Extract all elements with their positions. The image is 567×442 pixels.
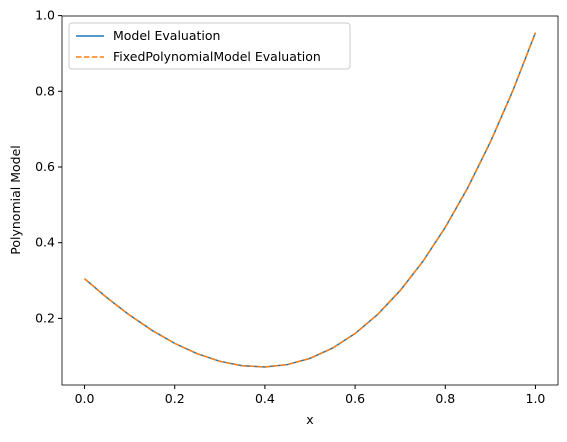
- y-axis-label: Polynomial Model: [8, 145, 23, 254]
- plot-frame: [61, 15, 559, 386]
- x-tick-label: 0.6: [345, 391, 365, 406]
- line: [84, 32, 537, 368]
- y-tick-label: 0.6: [35, 159, 55, 174]
- x-tick-label: 1.0: [526, 391, 546, 406]
- x-tick-label: 0.0: [75, 391, 95, 406]
- y-tick-label: 0.2: [35, 310, 55, 325]
- y-tick-label: 0.8: [35, 83, 55, 98]
- legend-box: [68, 22, 351, 70]
- line: [84, 32, 537, 368]
- y-tick-label: 0.4: [35, 235, 55, 250]
- x-axis-label: x: [306, 412, 313, 427]
- x-tick-label: 0.4: [255, 391, 275, 406]
- legend-label: FixedPolynomialModel Evaluation: [113, 49, 321, 64]
- legend-label: Model Evaluation: [113, 28, 220, 43]
- x-tick-label: 0.8: [435, 391, 455, 406]
- x-tick-label: 0.2: [165, 391, 185, 406]
- y-tick-label: 1.0: [35, 8, 55, 23]
